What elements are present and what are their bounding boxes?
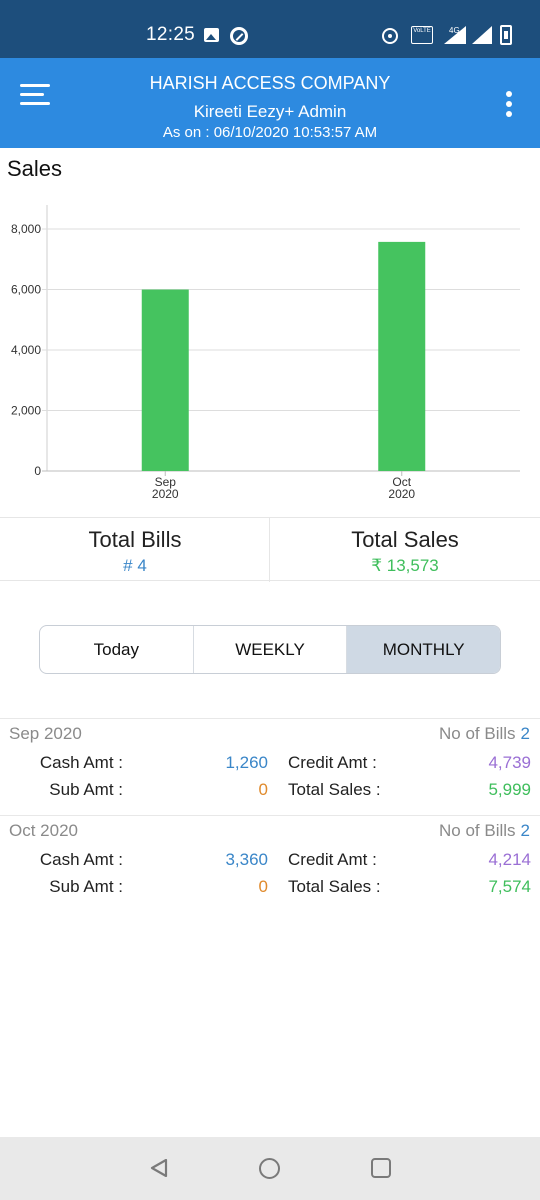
- x-tick-label: Sep: [155, 475, 177, 489]
- x-tick-label: 2020: [388, 487, 415, 501]
- record-bills-label: No of Bills: [439, 724, 516, 743]
- total-sales-label: Total Sales :: [288, 780, 381, 799]
- y-tick-label: 2,000: [11, 404, 41, 418]
- total-sales-label: Total Sales :: [288, 877, 381, 896]
- tab-monthly[interactable]: MONTHLY: [347, 626, 500, 673]
- home-icon[interactable]: [259, 1158, 280, 1179]
- circle-icon: [230, 27, 248, 45]
- credit-amt-label: Credit Amt :: [288, 753, 377, 772]
- month-record-oct-2020[interactable]: Oct 2020 No of Bills 2 Cash Amt : 3,360 C…: [0, 815, 540, 911]
- credit-amt-value: 4,214: [488, 850, 531, 869]
- record-month: Oct 2020: [9, 821, 78, 840]
- status-bar: 12:25 VoLTE 4G: [0, 0, 540, 58]
- back-icon[interactable]: [150, 1159, 168, 1177]
- y-tick-label: 4,000: [11, 343, 41, 357]
- record-bills: No of Bills 2: [439, 821, 530, 841]
- tab-today[interactable]: Today: [40, 626, 194, 673]
- cash-amt-value: 3,360: [225, 850, 268, 869]
- hotspot-icon: [382, 28, 398, 44]
- as-on-timestamp: As on : 06/10/2020 10:53:57 AM: [162, 124, 378, 141]
- company-name: HARISH ACCESS COMPANY: [149, 73, 391, 93]
- status-time: 12:25: [146, 24, 196, 45]
- bar: [141, 289, 189, 471]
- hamburger-menu-icon[interactable]: [20, 82, 52, 108]
- sub-amt-value: 0: [258, 780, 268, 799]
- totals-panel: Total Bills # 4 Total Sales ₹ 13,573: [0, 517, 540, 582]
- record-bills-count: 2: [520, 724, 530, 743]
- total-sales-record-value: 5,999: [488, 780, 531, 799]
- bar: [378, 241, 426, 471]
- user-name: Kireeti Eezy+ Admin: [193, 102, 347, 121]
- total-sales-record-value: 7,574: [488, 877, 531, 896]
- cash-amt-label: Cash Amt :: [39, 753, 123, 772]
- record-bills: No of Bills 2: [439, 724, 530, 744]
- system-nav-bar: [0, 1137, 540, 1200]
- cash-amt-value: 1,260: [225, 753, 268, 772]
- y-tick-label: 8,000: [11, 222, 41, 236]
- y-tick-label: 0: [34, 464, 41, 478]
- tab-weekly[interactable]: WEEKLY: [194, 626, 348, 673]
- x-tick-label: Oct: [392, 475, 411, 489]
- recent-apps-icon[interactable]: [371, 1158, 391, 1178]
- battery-icon: [500, 25, 512, 45]
- image-icon: [204, 28, 219, 42]
- sub-amt-value: 0: [258, 877, 268, 896]
- total-bills-title: Total Bills: [88, 527, 182, 552]
- y-tick-label: 6,000: [11, 283, 41, 297]
- period-tabs: Today WEEKLY MONTHLY: [39, 625, 501, 674]
- total-sales-box: Total Sales ₹ 13,573: [270, 518, 540, 582]
- credit-amt-value: 4,739: [488, 753, 531, 772]
- sub-amt-label: Sub Amt :: [49, 877, 123, 896]
- total-bills-value: # 4: [123, 556, 147, 575]
- sub-amt-label: Sub Amt :: [49, 780, 123, 799]
- network-type-label: 4G: [449, 26, 460, 35]
- cash-amt-label: Cash Amt :: [39, 850, 123, 869]
- app-header: HARISH ACCESS COMPANY Kireeti Eezy+ Admi…: [0, 58, 540, 148]
- record-bills-label: No of Bills: [439, 821, 516, 840]
- total-bills-box: Total Bills # 4: [0, 518, 270, 582]
- record-bills-count: 2: [520, 821, 530, 840]
- signal-icon: [472, 26, 492, 44]
- kebab-menu-icon[interactable]: [504, 91, 514, 117]
- total-sales-value: ₹ 13,573: [371, 556, 439, 575]
- volte-icon: VoLTE: [411, 26, 433, 44]
- x-tick-label: 2020: [152, 487, 179, 501]
- total-sales-title: Total Sales: [351, 527, 459, 552]
- month-record-sep-2020[interactable]: Sep 2020 No of Bills 2 Cash Amt : 1,260 C…: [0, 718, 540, 814]
- credit-amt-label: Credit Amt :: [288, 850, 377, 869]
- page-title: Sales: [7, 156, 63, 181]
- totals-divider: [269, 518, 270, 582]
- record-month: Sep 2020: [9, 724, 82, 743]
- signal-icon: [444, 26, 466, 44]
